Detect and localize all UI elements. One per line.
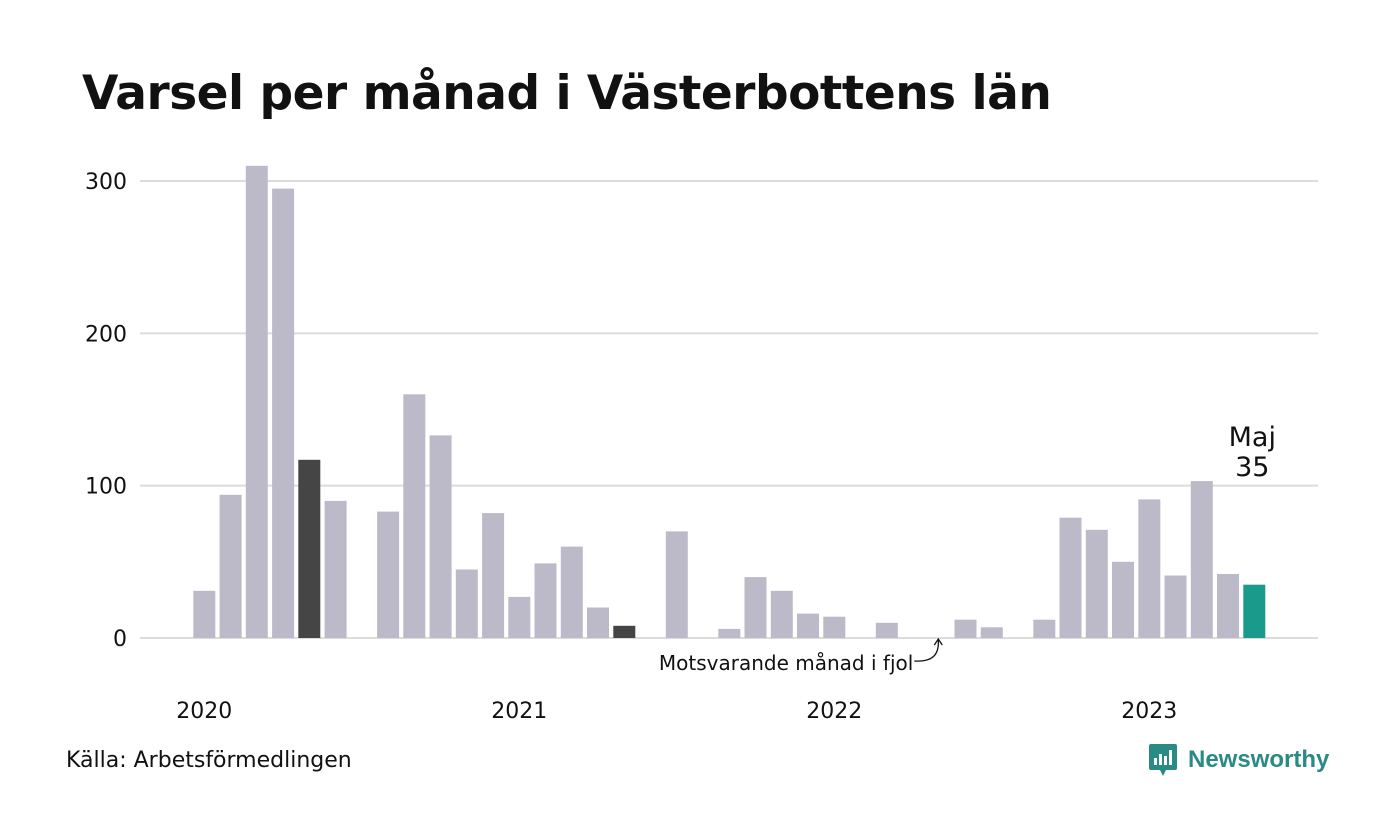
x-axis-year-labels: 2020 2021 2022 2023 [176, 699, 1177, 724]
bar-2021-10 [744, 577, 767, 638]
bar-2020-10 [429, 435, 452, 638]
newsworthy-logo-icon [1149, 744, 1177, 776]
chart-title: Varsel per månad i Västerbottens län [82, 66, 1052, 121]
bar-2021-07 [665, 531, 688, 638]
bar-2021-04 [587, 607, 609, 638]
previous-year-arrowhead [933, 637, 943, 646]
bar-2021-11 [770, 590, 793, 638]
bar-2020-06 [324, 500, 347, 638]
bar-2023-05 [1243, 584, 1266, 638]
current-month-label: Maj [1229, 422, 1276, 453]
bar-2021-02 [534, 563, 557, 638]
bar-2020-08 [377, 511, 400, 638]
bar-2022-01 [823, 616, 846, 638]
bar-2021-12 [797, 613, 819, 638]
y-tick-label: 100 [85, 475, 127, 500]
bar-2022-03 [875, 622, 898, 638]
source-note: Källa: Arbetsförmedlingen [66, 748, 352, 773]
bar-2023-02 [1164, 575, 1187, 638]
x-year-label-2020: 2020 [176, 699, 232, 724]
bar-2022-12 [1112, 561, 1134, 638]
x-year-label-2021: 2021 [491, 699, 547, 724]
y-tick-label: 200 [85, 322, 127, 347]
bar-2020-03 [245, 165, 268, 639]
bar-2022-11 [1085, 529, 1108, 638]
annotations: Maj 35 Motsvarande månad i fjol [659, 422, 1276, 675]
bar-2021-03 [560, 546, 583, 638]
bar-2023-01 [1138, 499, 1161, 638]
previous-year-arrow [914, 639, 939, 662]
bar-2023-03 [1190, 481, 1213, 638]
previous-year-note: Motsvarande månad i fjol [659, 651, 913, 675]
bar-2020-11 [455, 569, 478, 638]
bar-2020-12 [482, 513, 505, 638]
bar-2020-01 [193, 590, 216, 638]
bar-2021-01 [508, 596, 531, 638]
bar-2022-06 [954, 619, 977, 638]
y-tick-label: 300 [85, 170, 127, 195]
bar-2021-09 [718, 628, 741, 638]
y-axis-ticks: 0 100 200 300 [85, 170, 127, 652]
brand-logo: Newsworthy [1148, 742, 1329, 778]
bar-2020-04 [272, 188, 295, 638]
bars [193, 165, 1266, 639]
bar-2022-09 [1033, 619, 1056, 638]
brand-name: Newsworthy [1188, 746, 1330, 773]
bar-2022-07 [980, 627, 1003, 638]
current-month-value: 35 [1235, 452, 1269, 483]
bar-2020-09 [403, 394, 426, 638]
bar-2020-05 [298, 459, 321, 638]
bar-2020-02 [219, 494, 242, 638]
y-tick-label: 0 [113, 627, 127, 652]
x-year-label-2022: 2022 [806, 699, 862, 724]
bar-2022-10 [1059, 517, 1082, 638]
bar-2023-04 [1217, 574, 1239, 638]
x-year-label-2023: 2023 [1121, 699, 1177, 724]
bar-2021-05 [613, 625, 636, 638]
